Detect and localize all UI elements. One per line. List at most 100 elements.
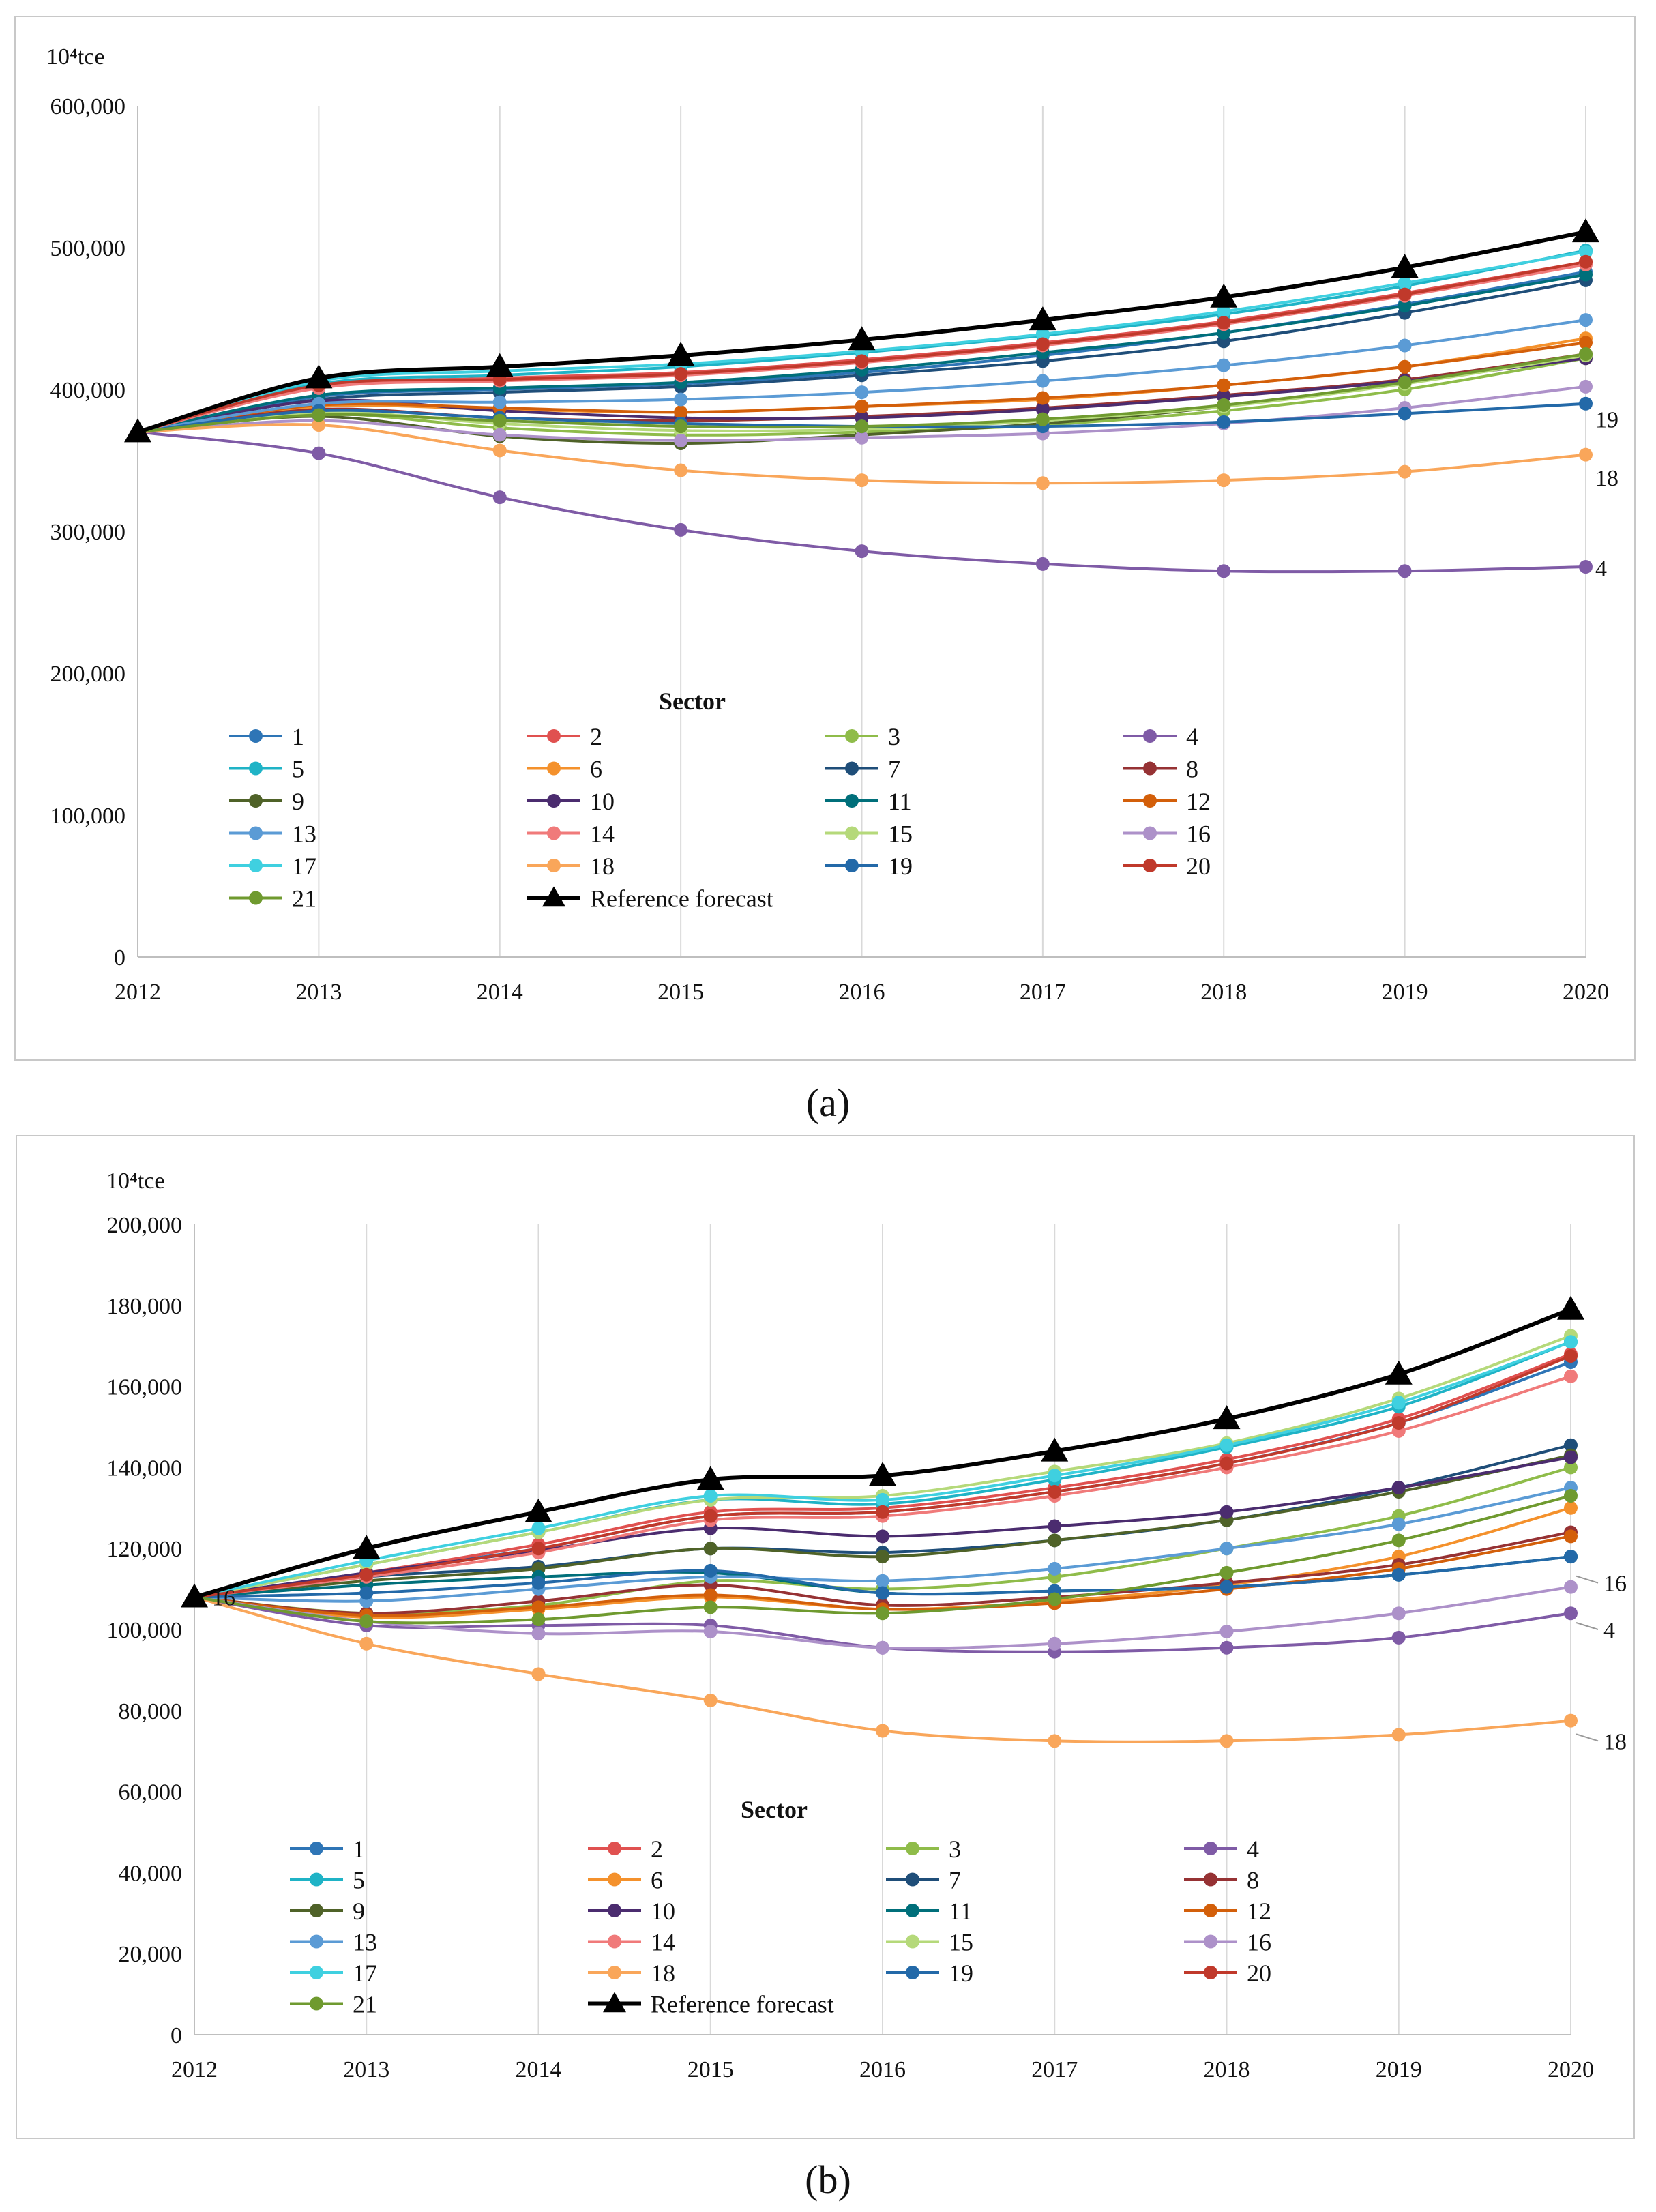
legend-swatch-marker — [845, 761, 859, 776]
legend-label: 4 — [1247, 1835, 1259, 1863]
series-11-point — [1398, 299, 1412, 313]
legend-swatch-marker — [547, 729, 561, 743]
series-4-point — [1564, 1606, 1578, 1621]
reference-forecast-point — [848, 326, 876, 351]
legend-entry-18: 18 — [527, 853, 615, 880]
series-20-point — [1035, 337, 1050, 351]
legend-title: Sector — [659, 688, 726, 715]
series-3-point — [1564, 1460, 1578, 1475]
series-4-point — [1398, 564, 1412, 578]
y-tick-label: 100,000 — [107, 1618, 183, 1643]
legend-entry-15: 15 — [825, 821, 913, 848]
series-16-point — [531, 1626, 546, 1640]
series-20-point — [1398, 287, 1412, 301]
series-12-point — [703, 1588, 718, 1602]
series-19-point — [1564, 1550, 1578, 1564]
legend-entry-10: 10 — [588, 1898, 675, 1925]
chart-b: 0 20,000 40,000 60,000 80,000 100,000 120,000 1… — [106, 1168, 1627, 2082]
series-16-point — [876, 1640, 889, 1655]
series-17-point — [1048, 1469, 1062, 1483]
x-tick-label: 2016 — [839, 979, 885, 1005]
x-tick-label: 2012 — [115, 979, 161, 1005]
legend-label: 21 — [292, 885, 316, 913]
series-18-point — [1217, 473, 1231, 488]
series-17-point — [1035, 327, 1050, 341]
series-10-point — [1391, 1481, 1406, 1495]
series-16-point — [674, 433, 688, 447]
series-21-point — [1219, 1565, 1234, 1580]
reference-forecast-point — [181, 1583, 208, 1608]
x-tick-label: 2018 — [1204, 2057, 1250, 2082]
series-19-point — [1391, 1567, 1406, 1582]
series-17-point — [1564, 1335, 1578, 1349]
legend-entry-4: 4 — [1184, 1835, 1259, 1863]
series-21-point — [1048, 1592, 1062, 1606]
legend-swatch-marker — [249, 794, 263, 808]
series-4-point — [674, 522, 688, 537]
series-10-point — [1035, 402, 1050, 417]
series-13-point — [492, 395, 507, 409]
legend-label: 14 — [590, 821, 615, 848]
series-13-point — [1048, 1561, 1062, 1576]
legend-label: 8 — [1247, 1867, 1259, 1894]
legend-entry-11: 11 — [825, 788, 912, 815]
series-18-point — [674, 463, 688, 477]
legend-label: 16 — [1247, 1929, 1271, 1956]
series-12-point — [855, 399, 869, 413]
y-tick-label: 0 — [114, 945, 125, 971]
series-4-point — [855, 544, 869, 559]
legend-swatch-marker — [1143, 729, 1157, 743]
series-18-point — [1564, 1713, 1578, 1728]
series-12-point — [1035, 391, 1050, 405]
reference-forecast-point — [1391, 254, 1419, 278]
legend-entry-20: 20 — [1184, 1960, 1271, 1987]
y-tick-label: 200,000 — [107, 1213, 183, 1238]
legend-label: 9 — [353, 1898, 365, 1925]
series-21-point — [1579, 347, 1593, 361]
legend-swatch-marker — [547, 761, 561, 776]
legend-swatch-marker — [608, 1904, 621, 1917]
series-12-point — [674, 405, 688, 419]
legend-entry-10: 10 — [527, 788, 615, 815]
legend-entry-3: 3 — [825, 723, 900, 750]
panel-b-frame — [16, 1135, 1635, 2139]
y-tick-label: 140,000 — [107, 1456, 183, 1481]
legend-entry-3: 3 — [886, 1835, 961, 1863]
series-21-point — [1217, 398, 1231, 412]
legend-label: 2 — [590, 723, 602, 750]
series-17-point — [1398, 276, 1412, 290]
legend-swatch-marker — [310, 1872, 323, 1887]
legend-swatch-marker — [906, 1966, 919, 1979]
legend-swatch-marker — [1143, 826, 1157, 840]
x-tick-label: 2017 — [1020, 979, 1066, 1005]
x-tick-label: 2018 — [1200, 979, 1247, 1005]
legend-entry-19: 19 — [886, 1960, 973, 1987]
series-17-point — [1579, 245, 1593, 259]
y-tick-label: 60,000 — [119, 1780, 183, 1805]
legend-swatch-marker — [249, 826, 263, 840]
series-21-point — [674, 419, 688, 434]
legend-label: 10 — [590, 788, 615, 815]
unit-label: 10⁴tce — [46, 44, 104, 70]
x-tick-label: 2013 — [295, 979, 342, 1005]
y-tick-label: 160,000 — [107, 1375, 183, 1400]
legend-entry-reference-forecast: Reference forecast — [588, 1991, 834, 2018]
y-tick-label: 600,000 — [50, 94, 126, 119]
series-20-point — [855, 354, 869, 368]
legend-swatch-marker — [249, 729, 263, 743]
legend-entry-2: 2 — [588, 1835, 663, 1863]
legend-label: 15 — [949, 1929, 973, 1956]
legend-entry-14: 14 — [527, 821, 615, 848]
series-21-point — [359, 1614, 374, 1629]
end-label-18: 18 — [1603, 1729, 1627, 1754]
legend-swatch-marker — [1143, 859, 1157, 872]
y-tick-label: 40,000 — [119, 1861, 183, 1886]
series-4-point — [1579, 560, 1593, 574]
legend-entry-14: 14 — [588, 1929, 675, 1956]
reference-forecast-point — [1572, 218, 1599, 243]
reference-forecast-point — [869, 1462, 896, 1486]
series-13-point — [876, 1574, 889, 1588]
series-12-point — [1564, 1529, 1578, 1544]
